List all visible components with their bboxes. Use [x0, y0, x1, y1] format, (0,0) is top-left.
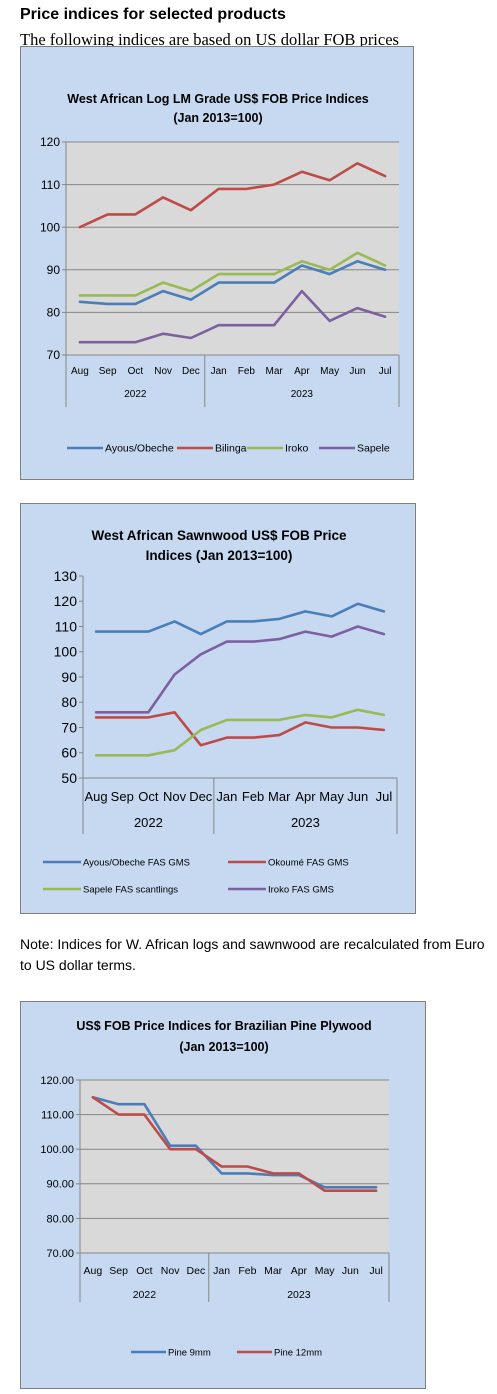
x-tick-label: Jul — [376, 789, 393, 804]
series-line — [94, 625, 386, 714]
year-label: 2023 — [291, 389, 314, 400]
plot-area — [66, 142, 399, 355]
x-tick-label: May — [315, 1265, 336, 1277]
y-tick-label: 80 — [61, 694, 77, 710]
chart-title-line: (Jan 2013=100) — [173, 111, 262, 125]
chart-title-line: US$ FOB Price Indices for Brazilian Pine… — [76, 1019, 371, 1033]
x-tick-label: Nov — [161, 1265, 180, 1277]
x-tick-label: Apr — [294, 366, 310, 377]
plywood-price-chart: US$ FOB Price Indices for Brazilian Pine… — [20, 1001, 426, 1389]
y-tick-label: 70 — [61, 719, 77, 735]
x-tick-label: Aug — [71, 366, 89, 377]
log-price-chart: West African Log LM Grade US$ FOB Price … — [20, 46, 414, 480]
x-tick-label: Oct — [136, 1265, 152, 1277]
legend-label: Pine 9mm — [168, 1347, 211, 1358]
chart-title-line: West African Sawnwood US$ FOB Price — [91, 528, 347, 543]
x-tick-label: Jun — [349, 366, 365, 377]
x-tick-label: Mar — [266, 366, 284, 377]
page-subheading: The following indices are based on US do… — [20, 30, 399, 49]
legend-label: Iroko — [285, 443, 309, 455]
series-line — [94, 602, 386, 636]
y-tick-label: 110 — [41, 178, 60, 192]
chart-title-line: West African Log LM Grade US$ FOB Price … — [67, 92, 369, 106]
x-tick-label: Nov — [163, 789, 187, 804]
log-price-chart-svg: West African Log LM Grade US$ FOB Price … — [40, 92, 400, 455]
y-tick-label: 70 — [47, 348, 61, 362]
chart-title-line: Indices (Jan 2013=100) — [146, 548, 293, 563]
x-tick-label: Jun — [342, 1265, 359, 1277]
x-tick-label: Jun — [347, 789, 368, 804]
x-tick-label: Dec — [182, 366, 200, 377]
x-tick-label: Dec — [187, 1265, 206, 1277]
year-label: 2022 — [134, 815, 163, 830]
y-tick-label: 90 — [47, 263, 61, 277]
x-tick-label: Sep — [109, 1265, 128, 1277]
y-tick-label: 100 — [40, 220, 60, 234]
x-tick-label: Feb — [238, 1265, 256, 1277]
y-tick-label: 70.00 — [46, 1248, 74, 1260]
y-tick-label: 110 — [55, 618, 78, 634]
series-line — [78, 162, 387, 229]
x-tick-label: Dec — [189, 789, 213, 804]
legend-label: Sapele — [357, 443, 390, 455]
year-label: 2023 — [287, 1289, 311, 1301]
sawnwood-price-chart: West African Sawnwood US$ FOB Price Indic… — [20, 503, 416, 914]
y-tick-label: 120.00 — [40, 1075, 74, 1087]
x-tick-label: Sep — [111, 789, 134, 804]
series-line — [78, 260, 387, 306]
series-line — [91, 1096, 378, 1192]
x-tick-label: May — [319, 789, 344, 804]
x-tick-label: Jan — [211, 366, 227, 377]
series-line — [91, 1096, 378, 1189]
x-tick-label: Aug — [85, 789, 108, 804]
y-tick-label: 120 — [54, 593, 78, 609]
x-tick-label: Jul — [379, 366, 392, 377]
x-tick-label: Jan — [213, 1265, 230, 1277]
year-label: 2022 — [133, 1289, 157, 1301]
y-tick-label: 60 — [61, 745, 77, 761]
legend-label: Bilinga — [215, 443, 247, 455]
y-tick-label: 80.00 — [46, 1213, 74, 1225]
x-tick-label: Sep — [99, 366, 117, 377]
year-label: 2023 — [291, 815, 320, 830]
legend-label: Okoumé FAS GMS — [268, 857, 349, 868]
legend-label: Sapele FAS scantlings — [83, 884, 178, 895]
currency-note: Note: Indices for W. African logs and sa… — [20, 936, 485, 973]
x-tick-label: Oct — [128, 366, 144, 377]
series-line — [78, 251, 387, 297]
legend-label: Ayous/Obeche — [105, 443, 174, 455]
x-tick-label: Oct — [138, 789, 159, 804]
sawnwood-price-chart-svg: West African Sawnwood US$ FOB Price Indic… — [43, 528, 398, 895]
x-tick-label: Nov — [154, 366, 172, 377]
year-label: 2022 — [124, 389, 147, 400]
y-tick-label: 100.00 — [40, 1144, 74, 1156]
page-heading: Price indices for selected products — [20, 6, 286, 23]
chart-title-line: (Jan 2013=100) — [179, 1040, 268, 1054]
x-tick-label: Feb — [238, 366, 256, 377]
series-line — [78, 289, 387, 344]
y-tick-label: 120 — [40, 135, 60, 149]
legend-label: Iroko FAS GMS — [268, 884, 334, 895]
x-tick-label: Mar — [264, 1265, 283, 1277]
plywood-price-chart-svg: US$ FOB Price Indices for Brazilian Pine… — [40, 1019, 390, 1358]
x-tick-label: Jan — [216, 789, 237, 804]
x-tick-label: Feb — [242, 789, 264, 804]
y-tick-label: 80 — [47, 306, 61, 320]
x-tick-label: Jul — [369, 1265, 382, 1277]
y-tick-label: 90.00 — [46, 1179, 74, 1191]
y-tick-label: 130 — [54, 568, 78, 584]
series-line — [94, 711, 386, 747]
y-tick-label: 100 — [54, 644, 78, 660]
series-line — [94, 708, 386, 757]
x-tick-label: May — [320, 366, 339, 377]
y-tick-label: 90 — [61, 669, 77, 685]
x-tick-label: Mar — [268, 789, 291, 804]
legend-label: Pine 12mm — [274, 1347, 322, 1358]
x-tick-label: Apr — [295, 789, 316, 804]
y-tick-label: 110.00 — [41, 1109, 74, 1121]
legend-label: Ayous/Obeche FAS GMS — [83, 857, 190, 868]
y-tick-label: 50 — [61, 770, 77, 786]
x-tick-label: Aug — [84, 1265, 103, 1277]
x-tick-label: Apr — [291, 1265, 308, 1277]
